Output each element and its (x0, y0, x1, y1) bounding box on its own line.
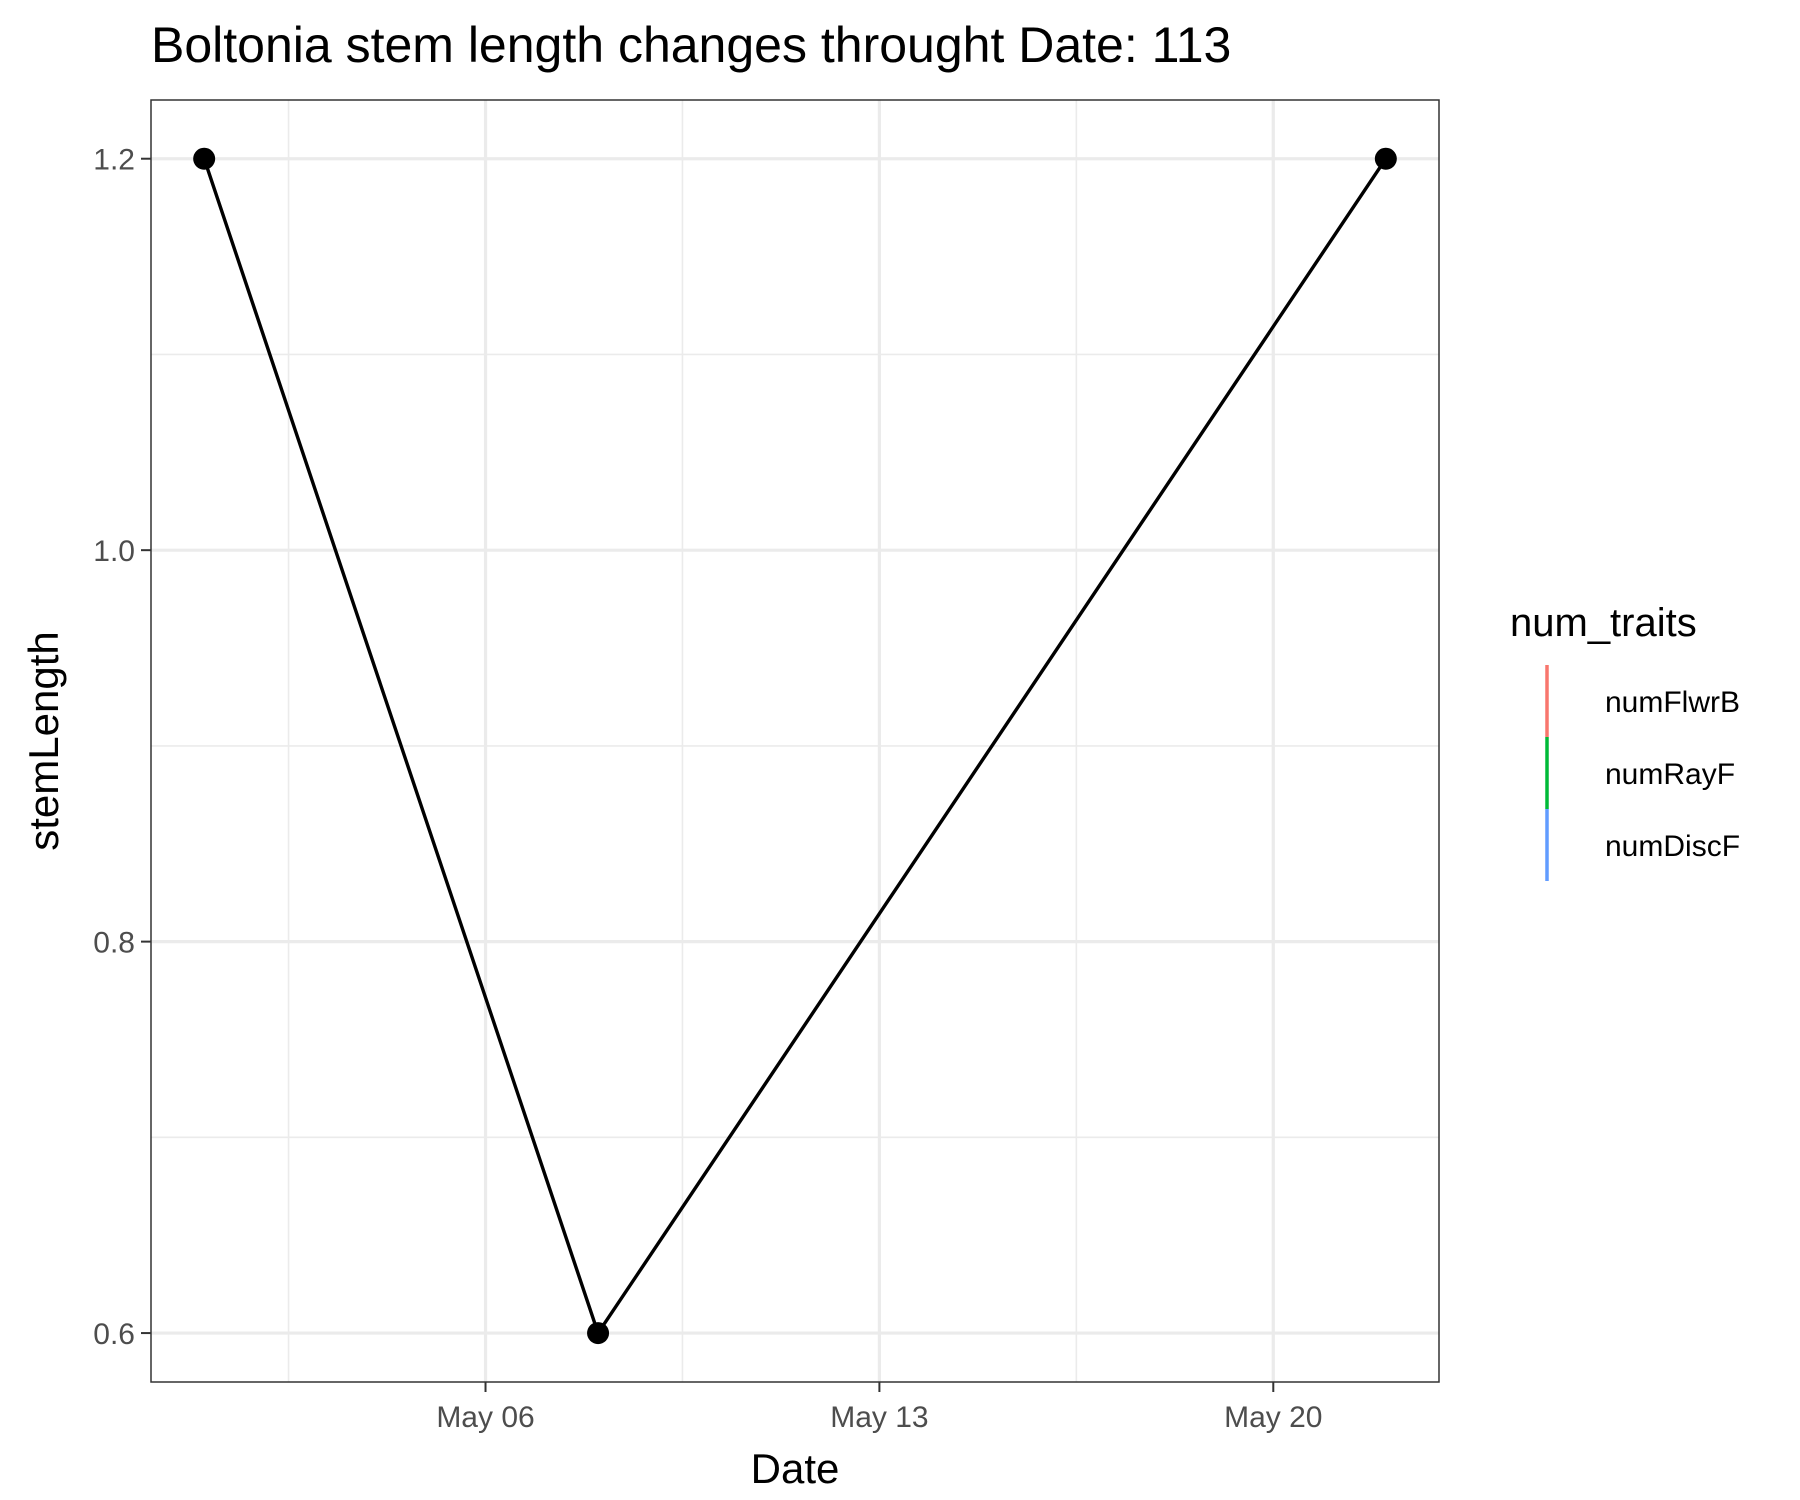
legend: num_traits numFlwrB numRayF numDiscF (1510, 601, 1740, 881)
x-axis: May 06 May 13 May 20 (436, 1382, 1322, 1434)
y-axis-title: stemLength (20, 631, 67, 850)
series-layer (193, 147, 1397, 1345)
data-point (1374, 147, 1397, 170)
y-tick-label: 1.0 (93, 535, 135, 568)
data-point (587, 1322, 610, 1345)
grid-minor (151, 100, 1439, 1382)
plot-border (150, 99, 1440, 1383)
x-tick-label: May 13 (830, 1401, 928, 1434)
legend-label: numFlwrB (1605, 686, 1740, 719)
legend-entries: numFlwrB numRayF numDiscF (1545, 665, 1740, 881)
legend-label: numRayF (1605, 758, 1735, 791)
y-axis: 0.6 0.8 1.0 1.2 (93, 144, 151, 1351)
x-axis-title: Date (751, 1445, 840, 1492)
legend-label: numDiscF (1605, 830, 1740, 863)
chart-title: Boltonia stem length changes throught Da… (151, 17, 1231, 73)
y-tick-label: 0.8 (93, 927, 135, 960)
y-tick-label: 1.2 (93, 144, 135, 177)
x-tick-label: May 20 (1224, 1401, 1322, 1434)
plot-panel (151, 100, 1439, 1382)
legend-title: num_traits (1510, 601, 1697, 645)
grid-major (151, 100, 1439, 1382)
data-point (193, 147, 216, 170)
x-tick-label: May 06 (436, 1401, 534, 1434)
y-tick-label: 0.6 (93, 1318, 135, 1351)
